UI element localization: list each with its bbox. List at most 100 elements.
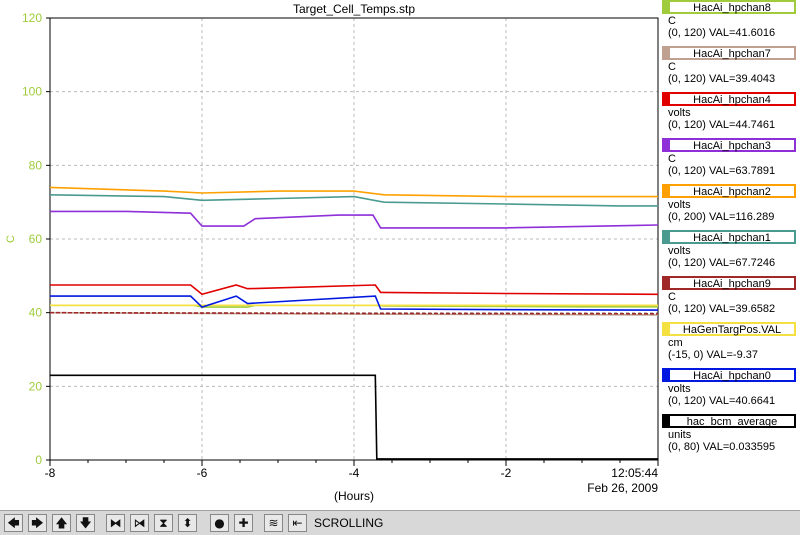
series-line-hacai-hpchan9 bbox=[49, 311, 659, 315]
legend-series-range: (0, 200) VAL=116.289 bbox=[668, 211, 774, 223]
legend-series-name: HacAi_hpchan0 bbox=[693, 370, 771, 382]
end-date-label: Feb 26, 2009 bbox=[587, 481, 658, 495]
zoom-in-x-icon[interactable]: ⧓ bbox=[106, 514, 125, 532]
legend-series-range: (-15, 0) VAL=-9.37 bbox=[668, 349, 758, 361]
legend-series-name: HacAi_hpchan2 bbox=[693, 186, 771, 198]
legend-range-text: (0, 120) bbox=[668, 27, 706, 39]
legend-swatch: HacAi_hpchan9 bbox=[662, 276, 796, 290]
zoom-out-y-icon[interactable]: ⬍ bbox=[178, 514, 197, 532]
zoom-out-x-icon[interactable]: ⧒ bbox=[130, 514, 149, 532]
legend-series-name: HacAi_hpchan3 bbox=[693, 140, 771, 152]
legend-series-unit: C bbox=[668, 291, 676, 303]
legend-value-text: VAL=-9.37 bbox=[703, 349, 758, 361]
legend-series-name: HacAi_hpchan9 bbox=[693, 278, 771, 290]
series-line-hacai-hpchan0 bbox=[50, 295, 659, 311]
zoom-in-y-icon[interactable]: ⧗ bbox=[154, 514, 173, 532]
y-tick-label: 100 bbox=[22, 85, 42, 99]
y-tick-label: 60 bbox=[29, 232, 43, 246]
legend-range-text: (0, 80) bbox=[668, 441, 700, 453]
toolbar: 🡄 🡆 🡅 🡇 ⧓ ⧒ ⧗ ⬍ ● ✚ ≋ ⇤ SCROLLING bbox=[0, 510, 800, 535]
series-line-hacai-hpchan7 bbox=[49, 311, 659, 316]
down-arrow-icon[interactable]: 🡇 bbox=[76, 514, 95, 532]
legend-series-name: hac_bcm_average bbox=[686, 416, 778, 428]
legend-swatch: HacAi_hpchan7 bbox=[662, 46, 796, 60]
legend-range-text: (0, 120) bbox=[668, 395, 706, 407]
legend-range-text: (0, 200) bbox=[668, 211, 706, 223]
legend-value-text: VAL=39.4043 bbox=[705, 73, 776, 85]
legend-series-name: HacAi_hpchan1 bbox=[693, 232, 771, 244]
legend-series-range: (0, 80) VAL=0.033595 bbox=[668, 441, 775, 453]
legend-swatch: HacAi_hpchan4 bbox=[662, 92, 796, 106]
legend-range-text: (0, 120) bbox=[668, 165, 706, 177]
y-tick-label: 80 bbox=[29, 158, 43, 172]
legend-swatch: HacAi_hpchan2 bbox=[662, 184, 796, 198]
legend-series-range: (0, 120) VAL=63.7891 bbox=[668, 165, 775, 177]
legend-range-text: (0, 120) bbox=[668, 257, 706, 269]
legend-series-range: (0, 120) VAL=39.6582 bbox=[668, 303, 775, 315]
legend-value-text: VAL=44.7461 bbox=[705, 119, 776, 131]
legend: HacAi_hpchan8 C (0, 120) VAL=41.6016 HacAi_… bbox=[660, 0, 800, 460]
legend-value-text: VAL=39.6582 bbox=[705, 303, 776, 315]
jump-to-end-icon[interactable]: ⇤ bbox=[288, 514, 307, 532]
y-tick-label: 0 bbox=[35, 453, 42, 467]
legend-series-name: HaGenTargPos.VAL bbox=[682, 324, 782, 336]
left-arrow-icon[interactable]: 🡄 bbox=[4, 514, 23, 532]
legend-series-range: (0, 120) VAL=41.6016 bbox=[668, 27, 775, 39]
legend-series-unit: volts bbox=[668, 199, 691, 211]
legend-series-unit: volts bbox=[668, 107, 691, 119]
chart: 0 20 40 60 80 100 120 -8 -6 -4 -2 Target_Cell_Temps… bbox=[5, 2, 659, 503]
legend-series-range: (0, 120) VAL=40.6641 bbox=[668, 395, 775, 407]
scrolling-status: SCROLLING bbox=[314, 516, 384, 530]
autoscale-icon[interactable]: ≋ bbox=[264, 514, 283, 532]
x-tick-label: -2 bbox=[501, 466, 512, 480]
legend-series-name: HacAi_hpchan7 bbox=[693, 48, 771, 60]
legend-series-unit: volts bbox=[668, 383, 691, 395]
legend-swatch: HaGenTargPos.VAL bbox=[662, 322, 796, 336]
legend-series-range: (0, 120) VAL=44.7461 bbox=[668, 119, 775, 131]
legend-swatch: HacAi_hpchan1 bbox=[662, 230, 796, 244]
legend-swatch: HacAi_hpchan3 bbox=[662, 138, 796, 152]
legend-series-unit: C bbox=[668, 15, 676, 27]
y-tick-label: 40 bbox=[29, 306, 43, 320]
right-arrow-icon[interactable]: 🡆 bbox=[28, 514, 47, 532]
chart-title: Target_Cell_Temps.stp bbox=[293, 2, 415, 16]
legend-value-text: VAL=67.7246 bbox=[705, 257, 776, 269]
legend-series-unit: units bbox=[668, 429, 692, 441]
legend-series-range: (0, 120) VAL=67.7246 bbox=[668, 257, 775, 269]
legend-value-text: VAL=63.7891 bbox=[705, 165, 776, 177]
legend-series-unit: C bbox=[668, 153, 676, 165]
legend-swatch: hac_bcm_average bbox=[662, 414, 796, 428]
legend-series-name: HacAi_hpchan8 bbox=[693, 2, 771, 14]
legend-value-text: VAL=41.6016 bbox=[705, 27, 776, 39]
y-axis-label: C bbox=[5, 235, 17, 243]
y-tick-label: 120 bbox=[22, 11, 42, 25]
legend-range-text: (0, 120) bbox=[668, 303, 706, 315]
legend-range-text: (-15, 0) bbox=[668, 349, 704, 361]
x-axis-label: (Hours) bbox=[334, 489, 374, 503]
legend-series-range: (0, 120) VAL=39.4043 bbox=[668, 73, 775, 85]
end-time-label: 12:05:44 bbox=[611, 466, 658, 480]
x-tick-label: -4 bbox=[349, 466, 360, 480]
legend-range-text: (0, 120) bbox=[668, 73, 706, 85]
up-arrow-icon[interactable]: 🡅 bbox=[52, 514, 71, 532]
legend-swatch: HacAi_hpchan8 bbox=[662, 0, 796, 14]
series-line-hacai-hpchan3 bbox=[50, 210, 659, 229]
legend-swatch: HacAi_hpchan0 bbox=[662, 368, 796, 382]
legend-series-unit: C bbox=[668, 61, 676, 73]
series-line-hacai-hpchan4 bbox=[50, 284, 659, 296]
legend-series-unit: cm bbox=[668, 337, 683, 349]
legend-range-text: (0, 120) bbox=[668, 119, 706, 131]
y-tick-label: 20 bbox=[29, 379, 43, 393]
zoom-in-icon[interactable]: ✚ bbox=[234, 514, 253, 532]
legend-value-text: VAL=0.033595 bbox=[699, 441, 776, 453]
series-line-hacai-hpchan2 bbox=[49, 186, 658, 198]
series-line-hac-bcm-average bbox=[50, 374, 658, 460]
zoom-out-icon[interactable]: ● bbox=[210, 514, 229, 532]
legend-value-text: VAL=40.6641 bbox=[705, 395, 776, 407]
x-tick-label: -6 bbox=[197, 466, 208, 480]
legend-series-name: HacAi_hpchan4 bbox=[693, 94, 771, 106]
x-tick-label: -8 bbox=[45, 466, 56, 480]
series-line-hacai-hpchan1 bbox=[49, 194, 658, 207]
legend-series-unit: volts bbox=[668, 245, 691, 257]
legend-value-text: VAL=116.289 bbox=[705, 211, 775, 223]
